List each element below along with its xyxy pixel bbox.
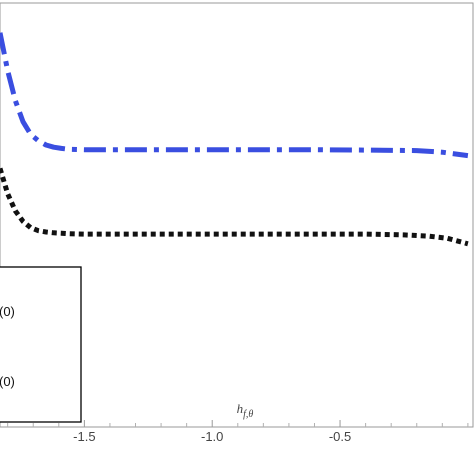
x-ticks: -1.5 -1.0 -0.5	[7, 420, 469, 444]
series-line-2	[0, 167, 469, 247]
legend-entry-1: (0)	[0, 304, 15, 319]
legend: (0) (0)	[0, 266, 82, 423]
series-line-1	[0, 32, 469, 159]
plot-frame	[0, 2, 474, 428]
legend-entry-2: (0)	[0, 374, 15, 389]
legend-box	[0, 266, 82, 423]
x-tick-label: -0.5	[329, 429, 351, 444]
x-tick-label: -1.5	[73, 429, 95, 444]
series-group	[0, 32, 469, 247]
x-tick-label: -1.0	[201, 429, 223, 444]
x-axis-label: hf,θ	[237, 401, 254, 420]
